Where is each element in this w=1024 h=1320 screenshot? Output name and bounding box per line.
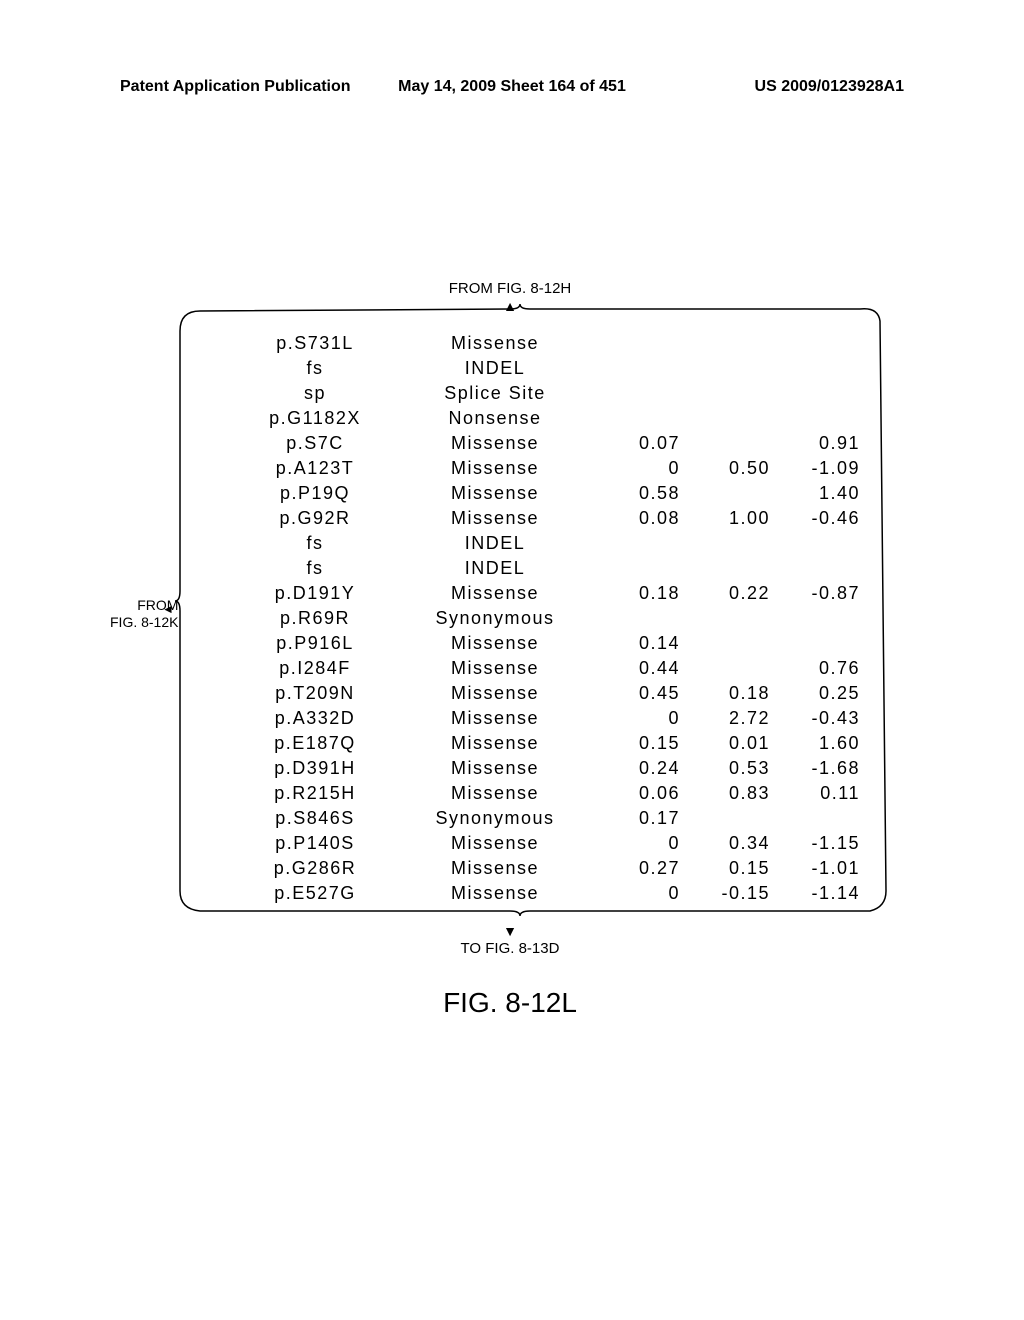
to-bottom-reference: TO FIG. 8-13D — [120, 940, 900, 957]
arrow-left-icon: ◄ — [162, 602, 174, 616]
bracket-border — [170, 301, 890, 921]
page-header: Patent Application Publication May 14, 2… — [0, 78, 1024, 96]
header-center-text: May 14, 2009 Sheet 164 of 451 — [381, 78, 642, 96]
table-wrapper: FROM FIG. 8-12K ◄ p.S731LMissensefsINDEL… — [180, 311, 900, 922]
figure-container: FROM FIG. 8-12H ▲ FROM FIG. 8-12K ◄ p.S7… — [120, 280, 900, 1019]
arrow-down-icon: ▼ — [120, 926, 900, 936]
figure-label: FIG. 8-12L — [120, 987, 900, 1019]
header-right-text: US 2009/0123928A1 — [643, 78, 904, 96]
from-left-line2: FIG. 8-12K — [110, 614, 178, 631]
from-top-reference: FROM FIG. 8-12H — [120, 280, 900, 297]
header-left-text: Patent Application Publication — [120, 78, 381, 96]
